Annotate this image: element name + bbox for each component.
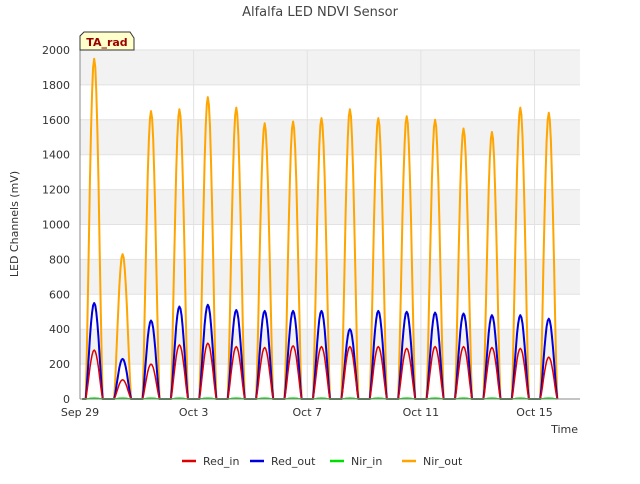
- x-tick-label: Oct 3: [179, 406, 209, 419]
- y-tick-label: 1200: [42, 184, 70, 197]
- y-tick-label: 1800: [42, 79, 70, 92]
- legend-label-red-in: Red_in: [203, 455, 239, 468]
- legend-label-nir-out: Nir_out: [423, 455, 463, 468]
- x-tick-label: Oct 15: [516, 406, 553, 419]
- ticks: 0 200 400 600 800 1000 1200 1400 1600 1800 2000 Sep…: [42, 44, 553, 419]
- y-axis-label: LED Channels (mV): [8, 171, 21, 277]
- axes: [79, 50, 580, 400]
- x-tick-label: Sep 29: [61, 406, 99, 419]
- y-tick-label: 800: [49, 253, 70, 266]
- chart-title: Alfalfa LED NDVI Sensor: [242, 5, 399, 20]
- annotation-box: TA_rad: [79, 31, 135, 51]
- x-tick-label: Oct 11: [403, 406, 440, 419]
- y-tick-label: 200: [49, 358, 70, 371]
- annotation-label: TA_rad: [86, 36, 127, 49]
- series-line-nir-out: [82, 57, 559, 400]
- y-tick-label: 0: [63, 393, 70, 406]
- x-tick-label: Oct 7: [293, 406, 323, 419]
- y-tick-label: 600: [49, 288, 70, 301]
- y-tick-label: 1000: [42, 219, 70, 232]
- grid-band: [80, 259, 580, 295]
- grid-band: [80, 119, 580, 155]
- y-tick-label: 2000: [42, 44, 70, 57]
- legend: Red_in Red_out Nir_in Nir_out: [182, 455, 463, 468]
- legend-label-red-out: Red_out: [271, 455, 316, 468]
- legend-label-nir-in: Nir_in: [351, 455, 382, 468]
- y-tick-label: 1600: [42, 114, 70, 127]
- y-tick-label: 1400: [42, 149, 70, 162]
- grid-band: [80, 50, 580, 85]
- y-tick-label: 400: [49, 323, 70, 336]
- series-line-red-in: [82, 342, 559, 400]
- x-axis-label: Time: [550, 423, 578, 436]
